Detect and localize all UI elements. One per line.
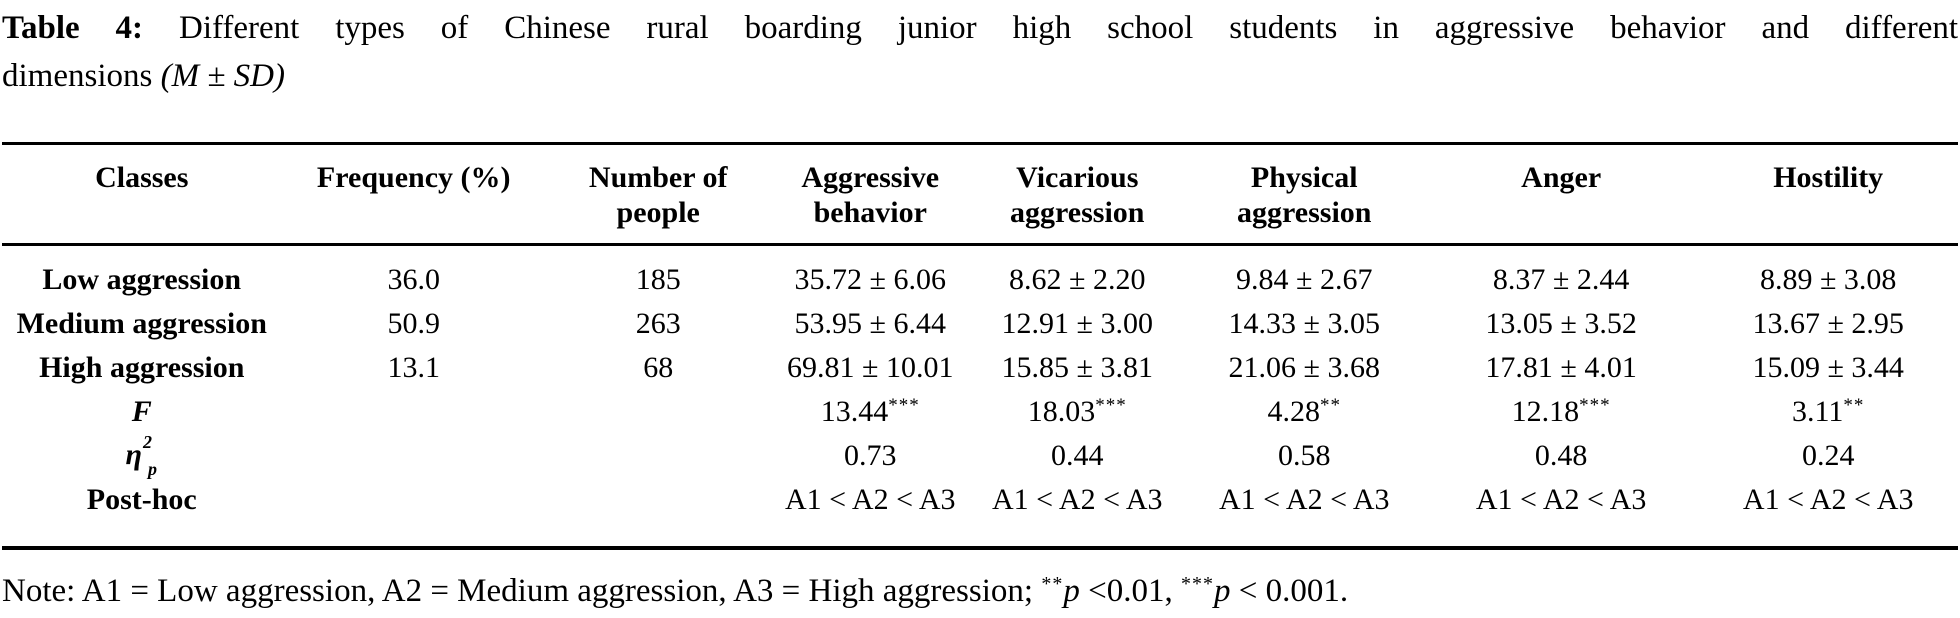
data-cell: 69.81 ± 10.01	[787, 351, 954, 384]
data-cell: 13.1	[387, 351, 440, 384]
significance-stars: ***	[888, 395, 920, 416]
significance-stars: **	[1843, 395, 1865, 416]
row-label: Low aggression	[42, 263, 242, 296]
data-cell: 68	[643, 351, 674, 384]
data-cell	[282, 390, 546, 434]
row-label: F	[131, 395, 152, 428]
data-cell: A1 < A2 < A3	[1475, 483, 1647, 516]
col-header-classes: Classes	[95, 161, 189, 194]
p-value-symbol: p	[1213, 573, 1231, 609]
table-caption: Table 4: Different types of Chinese rura…	[2, 4, 1958, 100]
data-cell: 185	[635, 263, 681, 296]
data-cell: 13.67 ± 2.95	[1752, 307, 1904, 340]
results-table: Classes Frequency (%) Number of people A…	[2, 142, 1958, 550]
table-row: Post-hoc A1 < A2 < A3 A1 < A2 < A3 A1 < A2 …	[2, 478, 1958, 548]
significance-stars: **	[1320, 395, 1341, 416]
significance-stars: ***	[1180, 573, 1214, 595]
data-cell: A1 < A2 < A3	[1742, 483, 1914, 516]
significance-stars: ***	[1579, 395, 1611, 416]
caption-line-2: dimensions (M ± SD)	[2, 52, 1958, 100]
table-row: η 2 p 0.73 0.44 0.58 0.48 0.24	[2, 432, 1958, 480]
col-header-physical-aggression: Physical aggression	[1237, 161, 1372, 229]
table-note: Note: A1 = Low aggression, A2 = Medium a…	[2, 573, 1349, 609]
col-header-hostility: Hostility	[1773, 161, 1884, 194]
data-cell: 13.05 ± 3.52	[1485, 307, 1637, 340]
caption-text-line-1: Different types of Chinese rural boardin…	[178, 10, 1959, 46]
data-cell: 15.09 ± 3.44	[1752, 351, 1904, 384]
significance-stars: ***	[1095, 395, 1127, 416]
row-label: Post-hoc	[86, 483, 197, 516]
table-header: Classes Frequency (%) Number of people A…	[2, 144, 1958, 245]
data-cell: 15.85 ± 3.81	[1001, 351, 1153, 384]
data-cell: A1 < A2 < A3	[992, 483, 1163, 516]
table-body: Low aggression 36.0 185 35.72 ± 6.06 8.62 ± …	[2, 245, 1958, 549]
significance-stars: **	[1041, 573, 1064, 595]
data-cell: 17.81 ± 4.01	[1485, 351, 1637, 384]
table-row: Low aggression 36.0 185 35.72 ± 6.06 8.62 ± …	[2, 245, 1958, 303]
data-cell: 35.72 ± 6.06	[794, 263, 946, 296]
table-row: Medium aggression 50.9 263 53.95 ± 6.44 12.9…	[2, 302, 1958, 346]
data-cell: 0.73	[843, 439, 897, 472]
data-cell: 8.37 ± 2.44	[1492, 263, 1630, 296]
table-row: High aggression 13.1 68 69.81 ± 10.01 15.85 …	[2, 346, 1958, 390]
data-cell: 53.95 ± 6.44	[794, 307, 946, 340]
caption-line-1: Table 4: Different types of Chinese rura…	[2, 4, 1958, 52]
header-row: Classes Frequency (%) Number of people A…	[2, 144, 1958, 245]
data-cell: 13.44***	[820, 395, 920, 428]
data-cell: 21.06 ± 3.68	[1228, 351, 1380, 384]
data-cell: 263	[635, 307, 681, 340]
data-cell: 4.28**	[1267, 395, 1341, 428]
data-cell: 36.0	[387, 263, 440, 296]
col-header-anger: Anger	[1521, 161, 1602, 194]
data-cell: 3.11**	[1791, 395, 1865, 428]
col-header-aggressive-behavior: Aggressive behavior	[801, 161, 940, 229]
col-header-number-of-people: Number of people	[588, 161, 728, 229]
caption-table-number: Table 4:	[2, 10, 144, 46]
data-cell: 0.48	[1534, 439, 1588, 472]
data-cell	[546, 478, 771, 548]
data-cell	[546, 434, 771, 478]
row-label: Medium aggression	[16, 307, 267, 340]
col-header-frequency: Frequency (%)	[316, 161, 511, 194]
data-cell: 9.84 ± 2.67	[1236, 263, 1373, 296]
data-cell: 12.91 ± 3.00	[1001, 307, 1153, 340]
data-cell	[546, 390, 771, 434]
caption-m-sd: (M ± SD)	[160, 58, 286, 94]
data-cell: 0.24	[1801, 439, 1855, 472]
data-cell: 14.33 ± 3.05	[1228, 307, 1380, 340]
p-value-symbol: p	[1063, 573, 1080, 609]
data-cell: 50.9	[387, 307, 440, 340]
row-label: High aggression	[39, 351, 245, 384]
data-cell	[282, 478, 546, 548]
data-cell: 18.03***	[1027, 395, 1127, 428]
table-row: F 13.44*** 18.03*** 4.28** 12.18*** 3.11**	[2, 390, 1958, 434]
data-cell: 12.18***	[1511, 395, 1611, 428]
caption-text-line-2: dimensions	[2, 58, 153, 94]
data-cell: A1 < A2 < A3	[1218, 483, 1390, 516]
data-cell: 8.62 ± 2.20	[1009, 263, 1146, 296]
col-header-vicarious-aggression: Vicarious aggression	[1010, 161, 1145, 229]
data-cell	[282, 434, 546, 478]
eta-symbol: η	[125, 437, 142, 471]
data-cell: 0.44	[1051, 439, 1104, 472]
data-cell: A1 < A2 < A3	[784, 483, 956, 516]
data-cell: 0.58	[1278, 439, 1331, 472]
data-cell: 8.89 ± 3.08	[1759, 263, 1897, 296]
